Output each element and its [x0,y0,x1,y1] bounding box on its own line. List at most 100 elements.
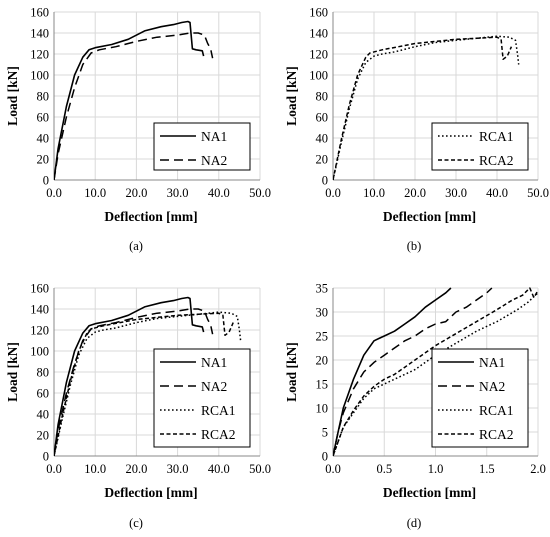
x-tick-label: 20.0 [125,462,147,476]
panel-caption: (c) [129,516,143,530]
legend-label-rca1: RCA1 [201,403,236,418]
x-tick-label: 2.0 [530,462,546,476]
legend-box [153,122,251,171]
y-axis-label: Load [kN] [5,342,20,402]
series-line-rca1 [54,311,242,456]
x-tick-label: 1.5 [479,462,495,476]
series-line-na1 [54,296,205,456]
chart-panel-b: 0.0 10.0 20.0 30.0 40.0 50.0 0 20 40 60 80 100 120 14… [284,6,549,254]
x-tick-label: 50.0 [249,462,271,476]
y-tick-label: 80 [316,90,329,104]
panel-caption: (a) [129,239,143,253]
y-tick-label: 100 [309,69,328,83]
x-tick-label: 20.0 [125,186,147,200]
legend-label-na2: NA2 [201,379,227,394]
x-tick-label: 10.0 [363,186,385,200]
y-tick-label: 60 [37,111,50,125]
series-line-na1 [54,20,205,180]
y-tick-label: 0 [322,450,328,464]
x-tick-label: 1.0 [428,462,444,476]
x-tick-label: 0.0 [46,186,62,200]
x-tick-label: 0.5 [376,462,392,476]
x-tick-label: 20.0 [404,186,426,200]
y-tick-label: 160 [30,282,49,296]
y-tick-label: 140 [30,27,49,41]
series-line-rca2 [333,36,513,180]
y-tick-label: 15 [316,378,329,392]
y-axis-label: Load [kN] [284,66,299,126]
y-tick-label: 0 [322,174,328,188]
y-tick-label: 60 [37,387,50,401]
x-tick-label: 10.0 [84,186,106,200]
y-tick-label: 40 [37,408,50,422]
x-tick-label: 0.0 [46,462,62,476]
y-axis-label: Load [kN] [284,342,299,402]
series-line-rca2 [333,287,539,456]
chart-panel-d: 0.0 0.5 1.0 1.5 2.0 0 5 10 15 20 25 30 35 Deflection … [284,282,546,531]
x-tick-label: 40.0 [208,462,230,476]
legend-box [153,348,251,448]
series-line-na2 [333,287,493,456]
y-tick-label: 140 [30,303,49,317]
y-tick-label: 0 [43,174,49,188]
legend-label-na1: NA1 [479,355,505,370]
y-tick-label: 140 [309,27,328,41]
panel-caption: (b) [407,239,422,253]
x-axis-label: Deflection [mm] [104,209,197,224]
legend-label-rca1: RCA1 [479,403,514,418]
y-tick-label: 120 [30,324,49,338]
legend-label-na1: NA1 [201,129,227,144]
y-tick-label: 20 [37,153,50,167]
y-tick-label: 120 [309,48,328,62]
x-tick-label: 30.0 [167,462,189,476]
legend-box [431,122,529,171]
x-tick-label: 0.0 [325,186,341,200]
legend-label-na1: NA1 [201,355,227,370]
legend-label-rca1: RCA1 [479,129,514,144]
y-tick-label: 40 [37,132,50,146]
y-tick-label: 20 [316,153,329,167]
y-tick-label: 60 [316,111,329,125]
y-tick-label: 100 [30,69,49,83]
series-line-na2 [54,32,214,180]
legend-label-na2: NA2 [479,379,505,394]
x-axis-label: Deflection [mm] [104,485,197,500]
series-line-rca1 [333,35,520,180]
x-tick-label: 50.0 [527,186,549,200]
x-tick-label: 0.0 [325,462,341,476]
y-tick-label: 120 [30,48,49,62]
y-tick-label: 160 [309,6,328,20]
x-tick-label: 10.0 [84,462,106,476]
legend-label-na2: NA2 [201,153,227,168]
y-tick-label: 20 [316,354,329,368]
legend-box [431,348,529,448]
y-tick-label: 20 [37,429,50,443]
legend-label-rca2: RCA2 [201,427,236,442]
y-axis-label: Load [kN] [5,66,20,126]
x-tick-label: 50.0 [249,186,271,200]
y-tick-label: 40 [316,132,329,146]
y-tick-label: 100 [30,345,49,359]
x-tick-label: 30.0 [445,186,467,200]
x-axis-label: Deflection [mm] [383,209,476,224]
x-tick-label: 30.0 [167,186,189,200]
y-tick-label: 160 [30,6,49,20]
chart-panel-a: 0.0 10.0 20.0 30.0 40.0 50.0 0 20 40 60 80 100 120 14… [5,6,271,254]
y-tick-label: 25 [316,330,329,344]
legend-label-rca2: RCA2 [479,153,514,168]
y-tick-label: 80 [37,366,50,380]
y-tick-label: 35 [316,282,329,296]
x-tick-label: 40.0 [486,186,508,200]
y-tick-label: 0 [43,450,49,464]
chart-panel-c: 0.0 10.0 20.0 30.0 40.0 50.0 0 20 40 60 80 100 120 14… [5,282,271,531]
y-tick-label: 80 [37,90,50,104]
x-tick-label: 40.0 [208,186,230,200]
x-axis-label: Deflection [mm] [383,485,476,500]
y-tick-label: 30 [316,306,329,320]
series-line-rca2 [54,312,234,456]
legend-label-rca2: RCA2 [479,427,514,442]
panel-caption: (d) [407,516,422,530]
y-tick-label: 10 [316,402,329,416]
y-tick-label: 5 [322,426,328,440]
